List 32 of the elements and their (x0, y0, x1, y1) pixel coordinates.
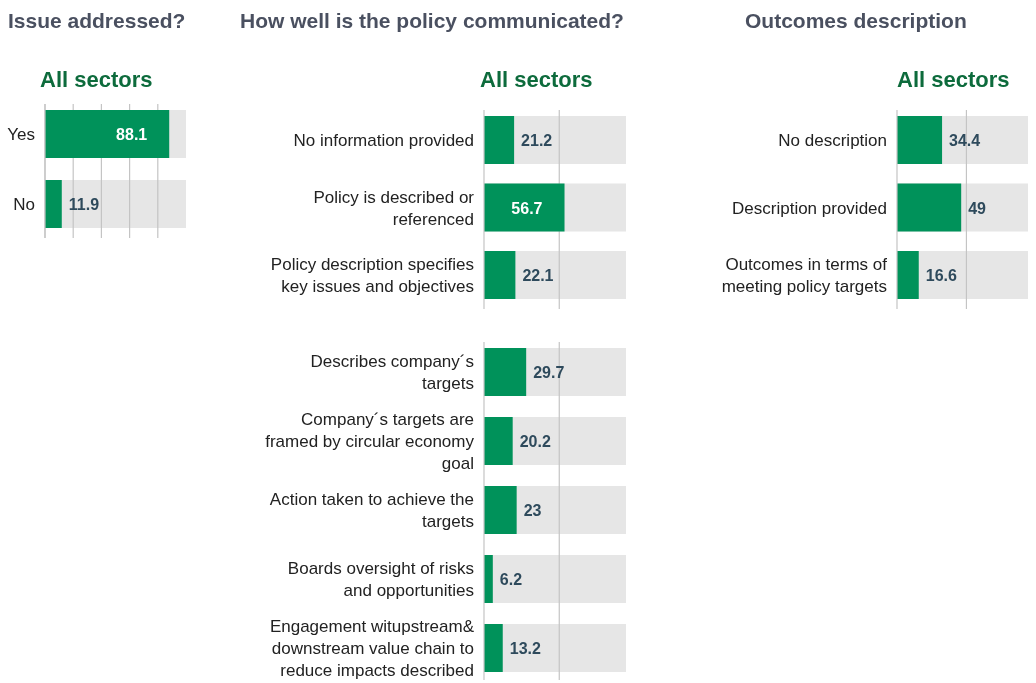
y-tick-label: Action taken to achieve the targets (269, 490, 474, 531)
chart-title: Issue addressed? (8, 9, 186, 32)
chart-title: Outcomes description (745, 9, 967, 32)
chart-title: How well is the policy communicated? (240, 9, 624, 32)
data-label: 23 (523, 502, 542, 519)
y-tick-label: Company´s targets are framed by circular economy goal (265, 410, 475, 473)
data-label: 21.2 (521, 132, 553, 149)
chart-subtitle: All sectors (897, 67, 1010, 92)
y-tick-label: Yes (7, 125, 35, 144)
data-label: 16.6 (925, 267, 957, 284)
data-label: 11.9 (68, 196, 100, 213)
y-tick-label: No information provided (293, 131, 474, 150)
chart-subtitle: All sectors (40, 67, 153, 92)
y-tick-label: No description (778, 131, 887, 150)
y-tick-label: Describes company´s targets (310, 352, 474, 393)
data-label: 22.1 (522, 267, 554, 284)
y-tick-label: Engagement witupstream& downstream value chain to reduce impacts described (269, 617, 475, 680)
data-label: 13.2 (509, 640, 541, 657)
y-tick-label: Policy is described or referenced (313, 187, 475, 229)
y-tick-label: No (13, 195, 35, 214)
chart-subtitle: All sectors (480, 67, 593, 92)
y-tick-label: Description provided (732, 198, 887, 218)
data-label: 56.7 (511, 199, 543, 217)
data-label: 6.2 (499, 571, 523, 588)
y-tick-label: Policy description specifies key issues and objectives (270, 255, 474, 296)
data-label: 20.2 (519, 433, 551, 450)
data-label: 29.7 (533, 364, 565, 381)
y-tick-label: Boards oversight of risks and opportunities (287, 559, 474, 600)
data-label: 88.1 (116, 126, 148, 143)
data-label: 34.4 (949, 132, 981, 149)
y-tick-label: Outcomes in terms of meeting policy targets (721, 255, 888, 296)
data-label: 49 (968, 199, 987, 217)
